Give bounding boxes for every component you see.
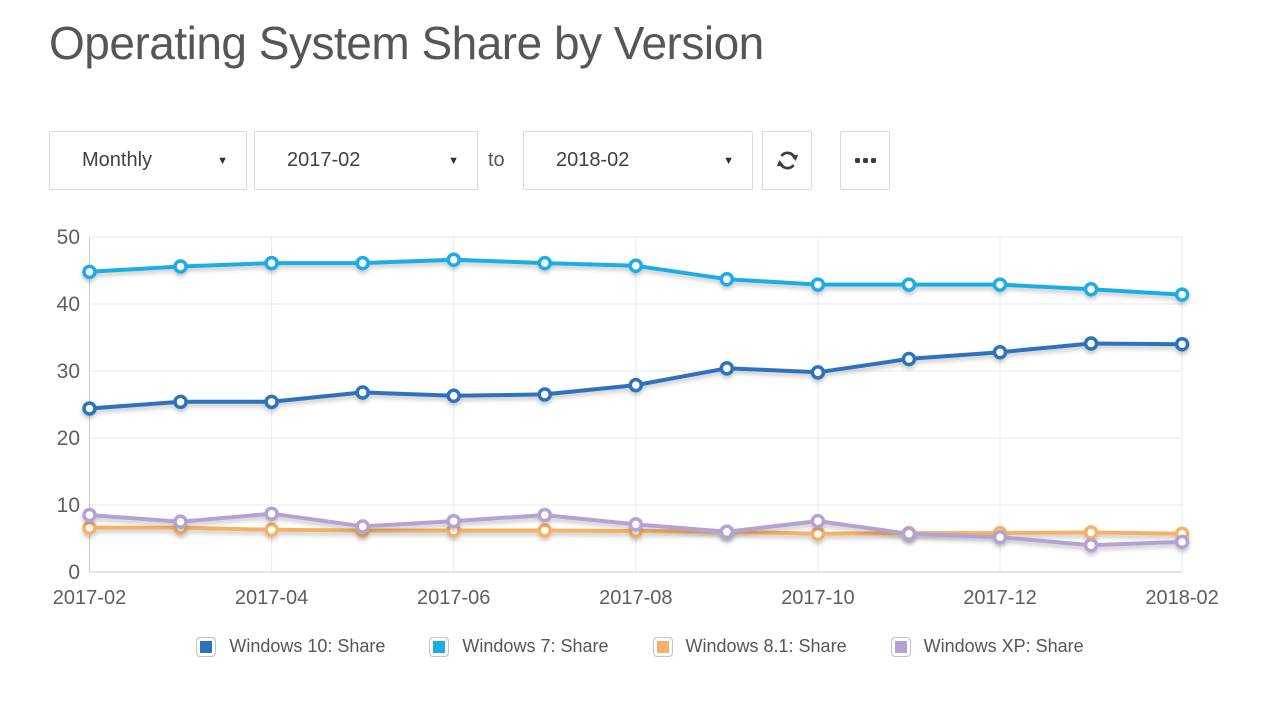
data-point-marker[interactable] (264, 522, 279, 538)
data-point-marker[interactable] (173, 514, 188, 529)
data-point-marker[interactable] (173, 259, 188, 274)
data-point-marker[interactable] (901, 351, 917, 367)
data-point-marker[interactable] (719, 524, 735, 540)
y-axis-tick-label: 30 (57, 360, 80, 383)
date-from-value: 2017-02 (287, 149, 361, 171)
data-point-marker[interactable] (446, 513, 461, 529)
date-from-select[interactable]: 2017-02 ▼ (254, 131, 478, 190)
x-axis-tick-label: 2017-04 (235, 587, 308, 609)
data-point-marker[interactable] (719, 271, 735, 287)
x-axis-tick-label: 2017-10 (781, 587, 854, 609)
data-point-marker[interactable] (1174, 534, 1190, 550)
data-point-marker[interactable] (82, 264, 97, 280)
series-windows-xp-share (82, 506, 1190, 553)
axis-label-layer: 0 10 20 30 40 50 2017-02 2017-04 2017-06 2017-08 2… (53, 226, 1219, 609)
y-axis-tick-label: 50 (57, 226, 80, 249)
x-axis-tick-label: 2017-02 (53, 587, 126, 609)
legend-item[interactable]: Windows 8.1: Share (652, 636, 847, 657)
data-point-marker[interactable] (901, 277, 917, 292)
legend-label: Windows 8.1: Share (685, 636, 847, 656)
data-point-marker[interactable] (537, 387, 552, 402)
data-point-marker[interactable] (628, 377, 644, 393)
data-point-marker[interactable] (537, 523, 552, 538)
data-point-marker[interactable] (1083, 537, 1099, 553)
legend-item[interactable]: Windows 10: Share (196, 636, 385, 657)
data-point-marker[interactable] (537, 255, 552, 271)
data-point-marker[interactable] (628, 258, 644, 274)
interval-select-value: Monthly (82, 149, 153, 171)
data-point-marker[interactable] (810, 513, 826, 529)
data-point-marker[interactable] (82, 520, 97, 536)
y-axis-tick-label: 0 (68, 561, 80, 584)
data-point-marker[interactable] (992, 344, 1008, 360)
data-point-marker[interactable] (1174, 336, 1190, 352)
legend-swatch (429, 636, 450, 657)
data-point-marker[interactable] (992, 529, 1008, 545)
interval-select[interactable]: Monthly ▼ (49, 131, 247, 190)
data-point-marker[interactable] (810, 526, 826, 542)
chevron-down-icon: ▼ (448, 154, 459, 167)
data-point-marker[interactable] (537, 507, 552, 523)
chevron-down-icon: ▼ (723, 154, 734, 167)
y-axis-tick-label: 40 (57, 293, 80, 316)
data-point-marker[interactable] (82, 401, 97, 416)
data-point-marker[interactable] (264, 506, 279, 521)
series-windows-10-share (82, 336, 1190, 416)
legend-swatch (652, 636, 673, 657)
data-point-marker[interactable] (173, 394, 188, 410)
data-point-marker[interactable] (264, 394, 279, 410)
data-point-marker[interactable] (901, 526, 917, 542)
data-point-marker[interactable] (264, 255, 279, 271)
legend-label: Windows 10: Share (229, 636, 386, 656)
data-point-marker[interactable] (810, 277, 826, 292)
series-windows-7-share (82, 252, 1190, 302)
line-chart: 0 10 20 30 40 50 2017-02 2017-04 2017-06 2017-08 2… (53, 226, 1219, 609)
x-axis-tick-label: 2017-12 (963, 587, 1036, 609)
x-axis-tick-label: 2017-08 (599, 587, 672, 609)
data-point-marker[interactable] (1174, 287, 1190, 302)
data-point-marker[interactable] (1083, 282, 1099, 297)
data-point-marker[interactable] (355, 255, 370, 271)
more-options-button[interactable] (840, 131, 890, 190)
y-axis-tick-label: 20 (57, 427, 80, 450)
grid-layer (89, 236, 1183, 573)
date-to-select[interactable]: 2018-02 ▼ (523, 131, 753, 190)
legend-swatch (890, 636, 911, 657)
data-point-marker[interactable] (1083, 525, 1099, 540)
page-title: Operating System Share by Version (49, 17, 764, 69)
data-point-marker[interactable] (355, 385, 370, 400)
to-label: to (488, 149, 505, 171)
legend-label: Windows XP: Share (923, 636, 1084, 656)
data-point-marker[interactable] (446, 252, 461, 268)
legend-item[interactable]: Windows 7: Share (429, 636, 609, 657)
x-axis-tick-label: 2018-02 (1145, 587, 1218, 609)
ellipsis-icon (854, 158, 876, 163)
data-point-marker[interactable] (719, 361, 735, 376)
legend-swatch (196, 636, 217, 657)
controls-bar: Monthly ▼ 2017-02 ▼ to 2018-02 ▼ (0, 131, 1280, 190)
series-layer (82, 252, 1190, 553)
refresh-icon (776, 151, 798, 170)
chevron-down-icon: ▼ (217, 154, 228, 167)
legend-label: Windows 7: Share (462, 636, 609, 656)
data-point-marker[interactable] (628, 517, 644, 532)
data-point-marker[interactable] (355, 519, 370, 534)
refresh-button[interactable] (762, 131, 812, 190)
date-to-value: 2018-02 (556, 149, 630, 171)
chart-legend: Windows 10: Share Windows 7: Share Windows… (0, 636, 1280, 657)
y-axis-tick-label: 10 (57, 494, 80, 517)
x-axis-tick-label: 2017-06 (417, 587, 490, 609)
data-point-marker[interactable] (1083, 336, 1099, 351)
data-point-marker[interactable] (446, 388, 461, 404)
data-point-marker[interactable] (82, 507, 97, 523)
legend-item[interactable]: Windows XP: Share (890, 636, 1084, 657)
data-point-marker[interactable] (992, 277, 1008, 292)
data-point-marker[interactable] (810, 365, 826, 380)
